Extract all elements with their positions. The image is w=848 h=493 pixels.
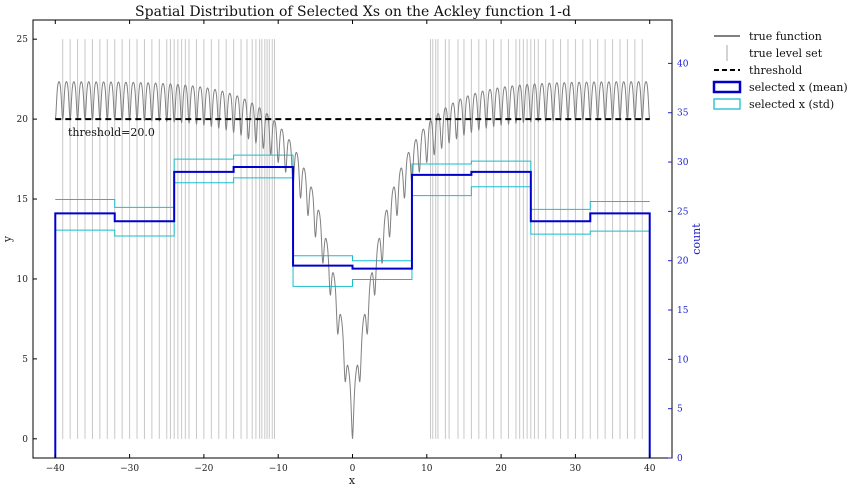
y-tick-label: 10 <box>17 275 29 285</box>
chart-title: Spatial Distribution of Selected Xs on t… <box>135 4 571 20</box>
x-tick-label: −40 <box>46 464 65 474</box>
y-axis-label: y <box>1 235 14 243</box>
mean-step <box>54 165 651 458</box>
y-tick-label: 15 <box>17 195 29 205</box>
x-tick-label: 40 <box>644 464 656 474</box>
legend-label: selected x (std) <box>749 98 834 111</box>
true-function <box>54 81 651 439</box>
ticks: −40 −30 −20 −10 0 10 20 30 40 0 5 10 15 20 25 0 5 10 15 20 2… <box>17 20 689 474</box>
x-tick-label: 0 <box>350 464 356 474</box>
legend-label: true function <box>749 30 822 43</box>
x-tick-label: −10 <box>269 464 288 474</box>
std-lower-step <box>55 177 650 287</box>
y-tick-label: 0 <box>22 435 28 445</box>
legend-swatch-mean <box>712 80 742 94</box>
x-tick-label: 10 <box>421 464 433 474</box>
x-axis-label: x <box>349 474 356 487</box>
y2-tick-label: 10 <box>677 355 689 365</box>
level-set-lines <box>62 39 643 439</box>
y-tick-label: 5 <box>22 355 28 365</box>
function-curve <box>54 81 651 439</box>
x-tick-label: −30 <box>120 464 139 474</box>
axes <box>32 19 673 459</box>
y2-tick-label: 30 <box>677 158 689 168</box>
x-tick-label: 30 <box>570 464 582 474</box>
legend-label: true level set <box>749 47 823 60</box>
plot-frame <box>32 19 673 459</box>
y2-tick-label: 35 <box>677 109 689 119</box>
legend-label: threshold <box>749 64 802 77</box>
legend: true function true level set threshold sele… <box>712 30 848 111</box>
y2-tick-label: 15 <box>677 306 689 316</box>
mean-step-line <box>54 165 651 458</box>
threshold-annotation: threshold=20.0 <box>68 126 155 139</box>
y-tick-label: 20 <box>17 115 29 125</box>
y-tick-label: 25 <box>17 35 29 45</box>
x-tick-label: −20 <box>194 464 213 474</box>
legend-swatch-std <box>713 98 741 110</box>
y2-tick-label: 25 <box>677 207 689 217</box>
y2-tick-label: 5 <box>677 405 683 415</box>
legend-label: selected x (mean) <box>749 81 848 94</box>
y2-tick-label: 40 <box>677 59 689 69</box>
y2-tick-label: 0 <box>677 454 683 464</box>
x-tick-label: 20 <box>495 464 507 474</box>
y2-tick-label: 20 <box>677 257 689 267</box>
y2-axis-label: count <box>690 223 703 255</box>
